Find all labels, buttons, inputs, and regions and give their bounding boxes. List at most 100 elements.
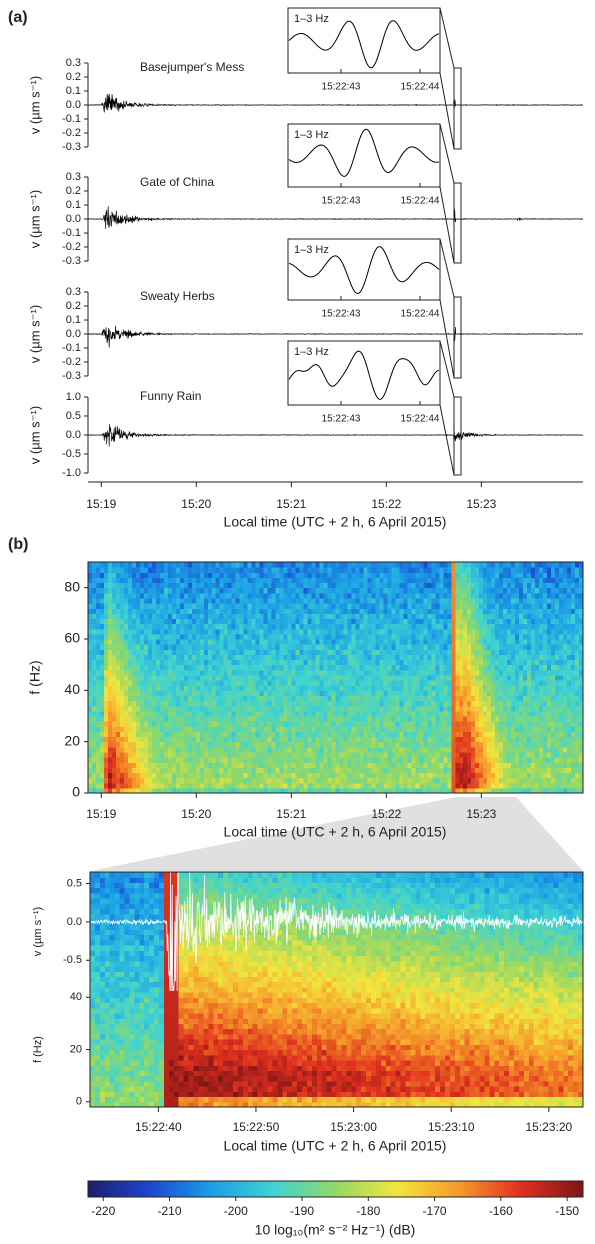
spectrogram-cell: [455, 685, 460, 691]
spectrogram-cell: [431, 690, 436, 696]
spectrogram-cell: [479, 783, 484, 789]
spectrogram-cell: [511, 629, 516, 635]
spectrogram-cell: [499, 619, 504, 625]
spectrogram-cell: [268, 660, 273, 666]
spectrogram-cell: [304, 588, 309, 594]
spectrogram-cell: [403, 670, 408, 676]
spectrogram-cell: [455, 567, 460, 573]
spectrogram-cell: [88, 583, 93, 589]
spectrogram-cell: [391, 680, 396, 686]
spectrogram-cell: [132, 644, 137, 650]
spectrogram-cell: [248, 783, 253, 789]
spectrogram-cell: [276, 747, 281, 753]
spectrogram-cell: [475, 773, 480, 779]
spectrogram-cell: [120, 603, 125, 609]
spectrogram-cell: [467, 583, 472, 589]
spectrogram-cell: [332, 608, 337, 614]
spectrogram-cell: [367, 613, 372, 619]
spectrogram-cell: [220, 634, 225, 640]
spectrogram-cell: [184, 593, 189, 599]
spectrogram-cell: [515, 624, 520, 630]
spectrogram-cell: [515, 649, 520, 655]
waveform: [88, 424, 583, 446]
spectrogram-cell: [479, 685, 484, 691]
spectrogram-cell: [356, 701, 361, 707]
spectrogram-cell: [344, 721, 349, 727]
spectrogram-cell: [403, 690, 408, 696]
spectrogram-cell: [403, 613, 408, 619]
spectrogram-cell: [284, 752, 289, 758]
spectrogram-cell: [300, 660, 305, 666]
spectrogram-cell: [340, 696, 345, 702]
spectrogram-cell: [455, 613, 460, 619]
spectrogram-cell: [96, 690, 101, 696]
spectrogram-cell: [399, 608, 404, 614]
spectrogram-cell: [116, 649, 121, 655]
spectrogram-cell: [128, 577, 133, 583]
spectrogram-cell: [288, 726, 293, 732]
spectrogram-cell: [216, 670, 221, 676]
spectrogram-cell: [184, 767, 189, 773]
spectrogram-cell: [463, 752, 468, 758]
spectrogram-cell: [296, 737, 301, 743]
spectrogram-cell: [232, 634, 237, 640]
spectrogram-cell: [451, 680, 456, 686]
spectrogram-cell: [340, 665, 345, 671]
spectrogram-cell: [264, 603, 269, 609]
spectrogram-cell: [240, 721, 245, 727]
spectrogram-cell: [92, 593, 97, 599]
spectrogram-cell: [324, 598, 329, 604]
spectrogram-cell: [220, 613, 225, 619]
spectrogram-cell: [136, 613, 141, 619]
spectrogram-cell: [304, 767, 309, 773]
spectrogram-cell: [88, 706, 93, 712]
spectrogram-cell: [268, 665, 273, 671]
spectrogram-cell: [379, 721, 384, 727]
spectrogram-cell: [312, 644, 317, 650]
spectrogram-cell: [248, 598, 253, 604]
spectrogram-cell: [379, 665, 384, 671]
spectrogram-cell: [280, 747, 285, 753]
spectrogram-cell: [284, 665, 289, 671]
spectrogram-cell: [479, 773, 484, 779]
spectrogram-cell: [447, 670, 452, 676]
spectrogram-cell: [367, 644, 372, 650]
spectrogram-cell: [148, 737, 153, 743]
spectrogram-cell: [144, 613, 149, 619]
spectrogram-cell: [395, 572, 400, 578]
spectrogram-cell: [312, 608, 317, 614]
spectrogram-cell: [108, 690, 113, 696]
spectrogram-cell: [451, 665, 456, 671]
spectrogram-cell: [411, 752, 416, 758]
spectrogram-cell: [340, 752, 345, 758]
spectrogram-cell: [475, 721, 480, 727]
spectrogram-cell: [491, 675, 496, 681]
spectrogram-cell: [124, 593, 129, 599]
spectrogram-cell: [176, 783, 181, 789]
spectrogram-cell: [92, 716, 97, 722]
spectrogram-cell: [344, 670, 349, 676]
spectrogram-cell: [152, 767, 157, 773]
spectrogram-cell: [188, 778, 193, 784]
spectrogram-cell: [427, 701, 432, 707]
spectrogram-cell: [328, 654, 333, 660]
spectrogram-cell: [451, 670, 456, 676]
spectrogram-cell: [168, 757, 173, 763]
spectrogram-cell: [188, 644, 193, 650]
spectrogram-cell: [232, 608, 237, 614]
spectrogram-cell: [232, 690, 237, 696]
spectrogram-cell: [272, 665, 277, 671]
spectrogram-cell: [296, 680, 301, 686]
spectrogram-cell: [256, 680, 261, 686]
spectrogram-cell: [208, 706, 213, 712]
spectrogram-cell: [352, 742, 357, 748]
spectrogram-cell: [471, 747, 476, 753]
spectrogram-cell: [188, 742, 193, 748]
spectrogram-cell: [463, 711, 468, 717]
spectrogram-cell: [348, 711, 353, 717]
spectrogram-cell: [276, 639, 281, 645]
spectrogram-cell: [284, 747, 289, 753]
spectrogram-cell: [352, 767, 357, 773]
spectrogram-cell: [120, 680, 125, 686]
spectrogram-cell: [348, 685, 353, 691]
